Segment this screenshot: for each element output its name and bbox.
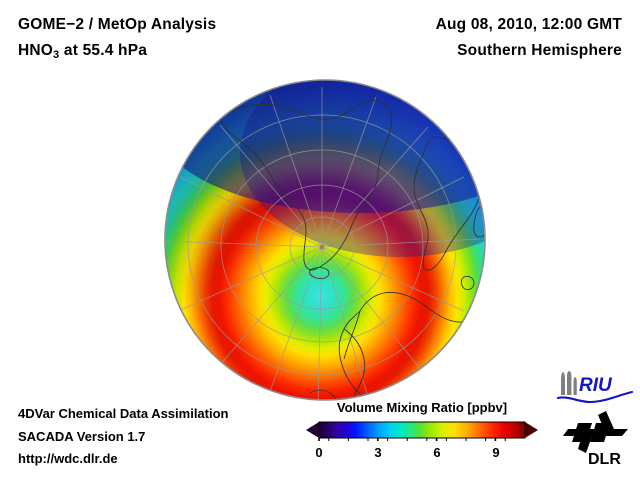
coastline-madagascar (473, 206, 485, 238)
colorbar-max-arrow (525, 422, 538, 438)
pressure-level: at 55.4 hPa (59, 42, 148, 59)
colorbar-title: Volume Mixing Ratio [ppbv] (336, 400, 508, 415)
species-subscript: 3 (53, 49, 60, 61)
riu-logo-svg: RIU (556, 371, 634, 404)
coastline-south-america (221, 100, 393, 271)
globe-map (164, 79, 486, 401)
colorbar-tick-6: 6 (433, 445, 441, 460)
dlr-logo-svg: DLR (563, 411, 628, 467)
riu-tower-icon (561, 371, 577, 395)
limb-shading (165, 80, 485, 400)
coastline-antarctic-peninsula (343, 310, 361, 360)
hemisphere-label: Southern Hemisphere (457, 42, 622, 59)
dlr-logo: DLR (562, 409, 634, 467)
coastline-antarctica-embayment (343, 328, 366, 396)
page-title: GOME−2 / MetOp Analysis (18, 16, 217, 33)
coastline-island-south-indian (461, 275, 475, 291)
header-right: Aug 08, 2010, 12:00 GMT Southern Hemisph… (436, 12, 622, 64)
footer-url-link[interactable]: http://wdc.dlr.de (18, 451, 118, 466)
footer-version-line: SACADA Version 1.7 (18, 428, 146, 444)
colorbar-tick-0: 0 (315, 445, 323, 460)
colorbar-ticks (318, 438, 506, 441)
dlr-logo-text: DLR (588, 451, 621, 467)
colorbar-tick-labels: 0 3 6 9 (306, 445, 538, 465)
graticule (165, 87, 481, 400)
colorbar-svg (306, 421, 538, 441)
colorbar-tick-9: 9 (492, 445, 500, 460)
footer-method-line: 4DVar Chemical Data Assimilation (18, 406, 229, 421)
dlr-bird-icon (563, 411, 628, 453)
colorbar-min-arrow (306, 422, 319, 438)
riu-logo-text: RIU (579, 375, 613, 396)
footer-credits: 4DVar Chemical Data Assimilation SACADA … (18, 403, 229, 471)
colorbar-strip (306, 419, 538, 441)
species-level-label: HNO3 at 55.4 hPa (18, 38, 216, 68)
header-left: GOME−2 / MetOp Analysis HNO3 at 55.4 hPa (18, 12, 216, 68)
meridian-lines (165, 87, 481, 400)
colorbar-frame (318, 421, 526, 439)
globe-data-layer (165, 80, 485, 400)
coastline-new-zealand (207, 375, 243, 394)
species-name: HNO (18, 42, 54, 59)
south-pole-marker (319, 244, 325, 250)
coastline-antarctica (338, 292, 485, 400)
orthographic-projection-svg (164, 79, 486, 401)
colorbar: Volume Mixing Ratio [ppbv] (306, 400, 538, 472)
coastline-new-zealand-south (201, 383, 227, 400)
globe-limb-outline (164, 79, 486, 401)
colorbar-tick-3: 3 (374, 445, 382, 460)
timestamp-label: Aug 08, 2010, 12:00 GMT (435, 16, 622, 33)
riu-swoosh-icon (556, 390, 634, 404)
coastline-tierra-del-fuego (309, 267, 330, 280)
colorbar-gradient (319, 422, 525, 438)
riu-logo: RIU (556, 371, 634, 405)
